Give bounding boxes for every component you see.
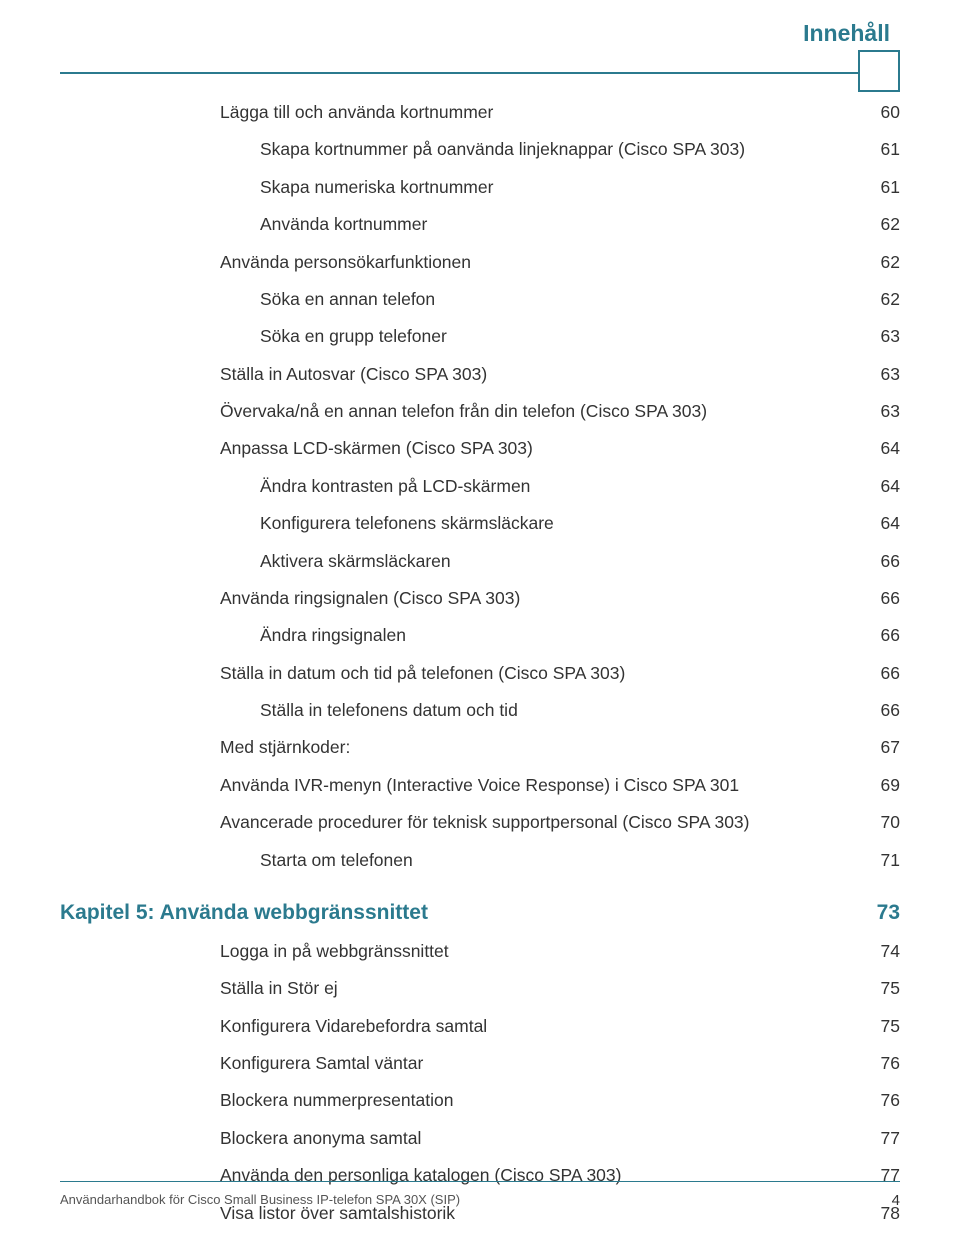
toc-page: 75 bbox=[870, 1014, 900, 1039]
toc-page: 60 bbox=[870, 100, 900, 125]
toc-label: Blockera nummerpresentation bbox=[220, 1088, 453, 1113]
toc-page: 66 bbox=[870, 623, 900, 648]
toc-label: Ställa in Autosvar (Cisco SPA 303) bbox=[220, 362, 487, 387]
toc-label: Övervaka/nå en annan telefon från din te… bbox=[220, 399, 707, 424]
toc-entry: Använda personsökarfunktionen 62 bbox=[60, 250, 900, 275]
toc-entry: Ställa in Stör ej 75 bbox=[60, 976, 900, 1001]
header-title: Innehåll bbox=[803, 20, 890, 47]
toc-entry: Aktivera skärmsläckaren 66 bbox=[60, 549, 900, 574]
toc-page: 64 bbox=[870, 436, 900, 461]
toc-entry: Blockera anonyma samtal 77 bbox=[60, 1126, 900, 1151]
toc-page: 63 bbox=[870, 324, 900, 349]
toc-entry: Avancerade procedurer för teknisk suppor… bbox=[60, 810, 900, 835]
toc-label: Starta om telefonen bbox=[260, 848, 413, 873]
chapter-page: 73 bbox=[870, 901, 900, 925]
toc-label: Avancerade procedurer för teknisk suppor… bbox=[220, 810, 750, 835]
toc-page: 63 bbox=[870, 399, 900, 424]
toc-entry: Anpassa LCD-skärmen (Cisco SPA 303) 64 bbox=[60, 436, 900, 461]
toc-page: 64 bbox=[870, 474, 900, 499]
toc-label: Logga in på webbgränssnittet bbox=[220, 939, 449, 964]
toc-page: 66 bbox=[870, 698, 900, 723]
toc-label: Konfigurera Samtal väntar bbox=[220, 1051, 423, 1076]
toc-entry: Söka en grupp telefoner 63 bbox=[60, 324, 900, 349]
toc-entry: Ställa in Autosvar (Cisco SPA 303) 63 bbox=[60, 362, 900, 387]
toc-page: 71 bbox=[870, 848, 900, 873]
toc-label: Ändra kontrasten på LCD-skärmen bbox=[260, 474, 530, 499]
toc-label: Anpassa LCD-skärmen (Cisco SPA 303) bbox=[220, 436, 533, 461]
toc-page: 76 bbox=[870, 1088, 900, 1113]
toc-page: 66 bbox=[870, 661, 900, 686]
chapter-heading: Kapitel 5: Använda webbgränssnittet 73 bbox=[60, 901, 900, 925]
toc-label: Ändra ringsignalen bbox=[260, 623, 406, 648]
toc-page: 66 bbox=[870, 549, 900, 574]
toc-list: Lägga till och använda kortnummer 60 Skapa… bbox=[60, 100, 900, 873]
toc-label: Med stjärnkoder: bbox=[220, 735, 350, 760]
toc-entry: Konfigurera Samtal väntar 76 bbox=[60, 1051, 900, 1076]
toc-entry: Starta om telefonen 71 bbox=[60, 848, 900, 873]
toc-label: Använda personsökarfunktionen bbox=[220, 250, 471, 275]
toc-page: 75 bbox=[870, 976, 900, 1001]
toc-entry: Skapa numeriska kortnummer 61 bbox=[60, 175, 900, 200]
header-rule bbox=[60, 72, 900, 74]
toc-label: Ställa in telefonens datum och tid bbox=[260, 698, 518, 723]
toc-entry: Ändra kontrasten på LCD-skärmen 64 bbox=[60, 474, 900, 499]
footer-text: Användarhandbok för Cisco Small Business… bbox=[60, 1192, 892, 1209]
toc-entry: Skapa kortnummer på oanvända linjeknappa… bbox=[60, 137, 900, 162]
toc-page: 64 bbox=[870, 511, 900, 536]
toc-label: Skapa kortnummer på oanvända linjeknappa… bbox=[260, 137, 745, 162]
toc-label: Ställa in datum och tid på telefonen (Ci… bbox=[220, 661, 625, 686]
toc-entry: Logga in på webbgränssnittet 74 bbox=[60, 939, 900, 964]
toc-content: Lägga till och använda kortnummer 60 Skapa… bbox=[0, 100, 960, 1226]
toc-page: 77 bbox=[870, 1126, 900, 1151]
toc-page: 70 bbox=[870, 810, 900, 835]
toc-page: 61 bbox=[870, 175, 900, 200]
toc-entry: Blockera nummerpresentation 76 bbox=[60, 1088, 900, 1113]
toc-label: Ställa in Stör ej bbox=[220, 976, 338, 1001]
toc-label: Använda kortnummer bbox=[260, 212, 427, 237]
toc-page: 66 bbox=[870, 586, 900, 611]
toc-entry: Söka en annan telefon 62 bbox=[60, 287, 900, 312]
toc-page: 62 bbox=[870, 250, 900, 275]
header: Innehåll bbox=[0, 0, 960, 100]
toc-page: 67 bbox=[870, 735, 900, 760]
toc-label: Blockera anonyma samtal bbox=[220, 1126, 421, 1151]
toc-entry: Lägga till och använda kortnummer 60 bbox=[60, 100, 900, 125]
toc-entry: Konfigurera Vidarebefordra samtal 75 bbox=[60, 1014, 900, 1039]
footer: Användarhandbok för Cisco Small Business… bbox=[60, 1181, 900, 1209]
toc-label: Aktivera skärmsläckaren bbox=[260, 549, 451, 574]
toc-label: Använda ringsignalen (Cisco SPA 303) bbox=[220, 586, 520, 611]
toc-label: Söka en grupp telefoner bbox=[260, 324, 447, 349]
toc-entry: Konfigurera telefonens skärmsläckare 64 bbox=[60, 511, 900, 536]
toc-page: 62 bbox=[870, 212, 900, 237]
toc-page: 69 bbox=[870, 773, 900, 798]
toc-entry: Använda ringsignalen (Cisco SPA 303) 66 bbox=[60, 586, 900, 611]
toc-entry: Använda kortnummer 62 bbox=[60, 212, 900, 237]
toc-entry: Ställa in datum och tid på telefonen (Ci… bbox=[60, 661, 900, 686]
toc-label: Skapa numeriska kortnummer bbox=[260, 175, 493, 200]
toc-entry: Ställa in telefonens datum och tid 66 bbox=[60, 698, 900, 723]
toc-label: Lägga till och använda kortnummer bbox=[220, 100, 493, 125]
footer-line: Användarhandbok för Cisco Small Business… bbox=[60, 1192, 900, 1209]
toc-page: 76 bbox=[870, 1051, 900, 1076]
toc-page: 62 bbox=[870, 287, 900, 312]
toc-label: Konfigurera telefonens skärmsläckare bbox=[260, 511, 554, 536]
toc-label: Använda IVR-menyn (Interactive Voice Res… bbox=[220, 773, 739, 798]
toc-entry: Övervaka/nå en annan telefon från din te… bbox=[60, 399, 900, 424]
toc-entry: Med stjärnkoder: 67 bbox=[60, 735, 900, 760]
toc-page: 63 bbox=[870, 362, 900, 387]
toc-page: 74 bbox=[870, 939, 900, 964]
header-ornament-box bbox=[858, 50, 900, 92]
chapter-label: Kapitel 5: Använda webbgränssnittet bbox=[60, 901, 428, 925]
toc-page: 61 bbox=[870, 137, 900, 162]
toc-label: Söka en annan telefon bbox=[260, 287, 435, 312]
footer-page-number: 4 bbox=[892, 1192, 900, 1209]
footer-rule bbox=[60, 1181, 900, 1182]
toc-entry: Ändra ringsignalen 66 bbox=[60, 623, 900, 648]
toc-label: Konfigurera Vidarebefordra samtal bbox=[220, 1014, 487, 1039]
toc-entry: Använda IVR-menyn (Interactive Voice Res… bbox=[60, 773, 900, 798]
